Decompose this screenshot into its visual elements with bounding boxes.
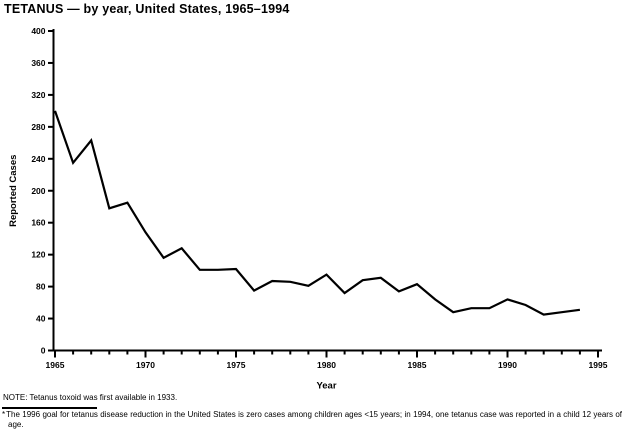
x-tick-label: 1965 (46, 360, 65, 370)
x-tick-label: 1970 (136, 360, 155, 370)
footnote-divider (2, 407, 97, 409)
data-line-reported-cases (53, 110, 581, 316)
y-tick-label: 0 (41, 346, 46, 356)
y-tick-label: 400 (31, 26, 45, 36)
chart-title: TETANUS — by year, United States, 1965–1… (4, 2, 290, 16)
x-tick-label: 1980 (317, 360, 336, 370)
y-tick-label: 240 (31, 154, 45, 164)
y-tick-label: 160 (31, 218, 45, 228)
x-tick-label: 1985 (408, 360, 427, 370)
y-tick-label: 80 (36, 282, 46, 292)
y-tick-label: 320 (31, 90, 45, 100)
y-tick-label: 120 (31, 250, 45, 260)
y-tick-label: 40 (36, 314, 46, 324)
footnote: *The 1996 goal for tetanus disease reduc… (2, 410, 622, 429)
y-tick-label: 280 (31, 122, 45, 132)
y-tick-label: 360 (31, 58, 45, 68)
x-axis-title: Year (316, 381, 336, 392)
x-tick-label: 1995 (589, 360, 608, 370)
footnote-text: The 1996 goal for tetanus disease reduct… (6, 410, 622, 429)
x-tick-label: 1990 (498, 360, 517, 370)
y-tick-label: 200 (31, 186, 45, 196)
y-axis-title: Reported Cases (8, 155, 19, 227)
footnote-marker: * (2, 410, 6, 419)
x-tick-label: 1975 (227, 360, 246, 370)
chart-note: NOTE: Tetanus toxoid was first available… (3, 393, 178, 402)
